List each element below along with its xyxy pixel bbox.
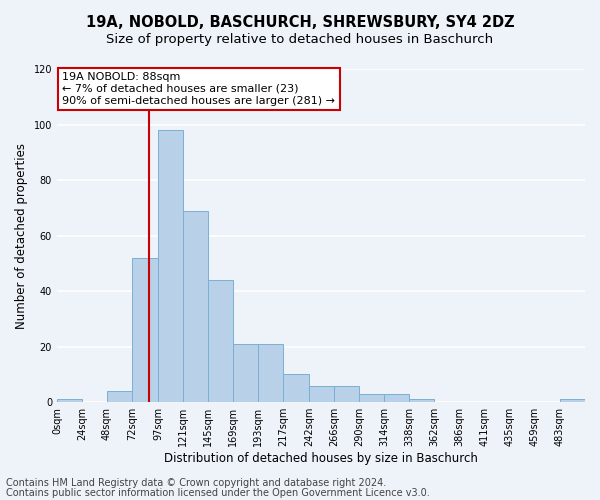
Bar: [208, 280, 233, 402]
Bar: [359, 394, 384, 402]
X-axis label: Distribution of detached houses by size in Baschurch: Distribution of detached houses by size …: [164, 452, 478, 465]
Bar: [334, 386, 359, 402]
Bar: [233, 344, 258, 402]
Text: Contains HM Land Registry data © Crown copyright and database right 2024.: Contains HM Land Registry data © Crown c…: [6, 478, 386, 488]
Bar: [560, 400, 585, 402]
Bar: [183, 210, 208, 402]
Text: 19A NOBOLD: 88sqm
← 7% of detached houses are smaller (23)
90% of semi-detached : 19A NOBOLD: 88sqm ← 7% of detached house…: [62, 72, 335, 106]
Text: Size of property relative to detached houses in Baschurch: Size of property relative to detached ho…: [106, 32, 494, 46]
Text: Contains public sector information licensed under the Open Government Licence v3: Contains public sector information licen…: [6, 488, 430, 498]
Y-axis label: Number of detached properties: Number of detached properties: [15, 142, 28, 328]
Bar: [107, 391, 132, 402]
Bar: [258, 344, 283, 402]
Bar: [384, 394, 409, 402]
Bar: [309, 386, 334, 402]
Bar: [132, 258, 158, 402]
Bar: [57, 400, 82, 402]
Bar: [409, 400, 434, 402]
Bar: [158, 130, 183, 402]
Bar: [283, 374, 309, 402]
Text: 19A, NOBOLD, BASCHURCH, SHREWSBURY, SY4 2DZ: 19A, NOBOLD, BASCHURCH, SHREWSBURY, SY4 …: [86, 15, 514, 30]
